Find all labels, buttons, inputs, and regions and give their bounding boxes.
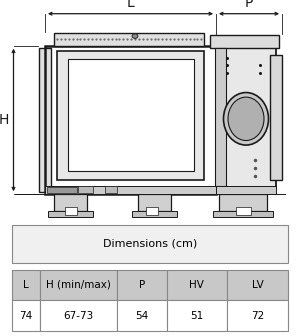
Bar — [227, 269, 288, 300]
Bar — [213, 211, 273, 217]
Text: 74: 74 — [19, 310, 32, 321]
Bar — [236, 207, 250, 215]
Text: HV: HV — [153, 97, 176, 112]
Text: P: P — [139, 280, 145, 290]
Bar — [40, 269, 117, 300]
Bar — [54, 33, 204, 46]
Bar — [146, 207, 158, 215]
Bar — [48, 211, 93, 217]
Bar — [167, 300, 227, 331]
Bar — [54, 194, 87, 211]
Text: Dimensions (cm): Dimensions (cm) — [103, 239, 197, 249]
Bar — [132, 211, 177, 217]
Bar — [214, 48, 226, 186]
Text: LV: LV — [252, 280, 263, 290]
Bar — [167, 269, 227, 300]
Text: L: L — [23, 280, 29, 290]
Bar — [12, 269, 40, 300]
Bar — [270, 55, 282, 180]
Bar — [40, 300, 117, 331]
Bar — [57, 51, 204, 180]
Bar — [216, 48, 276, 187]
Bar — [64, 207, 76, 215]
Bar — [138, 194, 171, 211]
Bar — [12, 300, 40, 331]
Text: 67-73: 67-73 — [63, 310, 93, 321]
Bar — [68, 59, 194, 171]
Circle shape — [132, 34, 138, 38]
Bar — [117, 300, 166, 331]
Bar — [216, 186, 276, 194]
Text: 54: 54 — [135, 310, 148, 321]
Text: H: H — [0, 113, 9, 127]
Text: L: L — [127, 0, 134, 10]
Bar — [46, 187, 76, 193]
Bar — [45, 46, 216, 194]
Bar — [45, 186, 216, 194]
Bar — [117, 269, 166, 300]
Bar — [219, 194, 267, 211]
Bar — [105, 186, 117, 193]
Text: LV: LV — [122, 130, 140, 144]
Ellipse shape — [224, 92, 268, 145]
Ellipse shape — [228, 97, 264, 140]
Bar — [12, 225, 288, 262]
Text: 72: 72 — [251, 310, 264, 321]
Bar — [39, 48, 51, 192]
Text: P: P — [245, 0, 253, 10]
Bar — [78, 186, 93, 193]
Bar — [210, 35, 279, 48]
Bar — [227, 300, 288, 331]
Text: 51: 51 — [190, 310, 203, 321]
Text: HV: HV — [190, 280, 204, 290]
Text: H (min/max): H (min/max) — [46, 280, 111, 290]
